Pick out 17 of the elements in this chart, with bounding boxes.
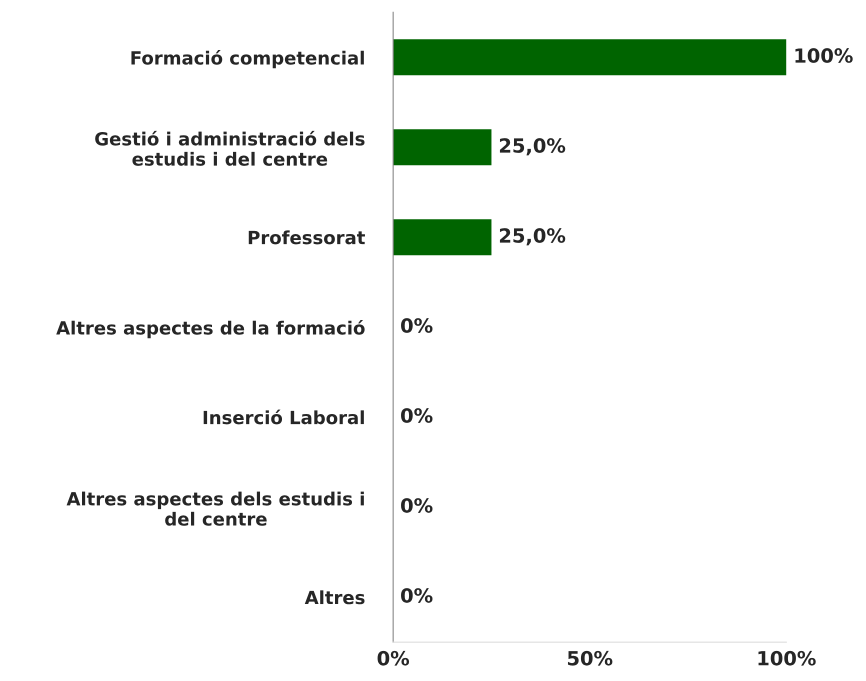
y-tick-label: Gestió i administració dels estudis i del centre [95,130,365,166]
data-label: 0% [401,588,432,603]
data-label: 100% [795,48,853,63]
data-label: 0% [401,498,432,513]
data-label: 25,0% [500,138,566,156]
y-tick-label: Professorat [248,230,365,244]
y-tick-label: Altres aspectes dels estudis i del centre [66,492,364,526]
y-tick-label: Altres [304,590,365,604]
y-tick-label: Inserció Laboral [204,410,364,424]
x-tick-label: 100% [758,650,816,666]
x-tick-label: 50% [568,650,612,666]
data-label: 0% [401,318,432,333]
x-tick-label: 0% [378,650,410,666]
y-tick-label: Formació competencial [131,50,364,68]
y-tick-label: Altres aspectes de la formació [56,320,365,338]
data-label: 25,0% [500,228,566,246]
data-label: 0% [401,408,432,423]
